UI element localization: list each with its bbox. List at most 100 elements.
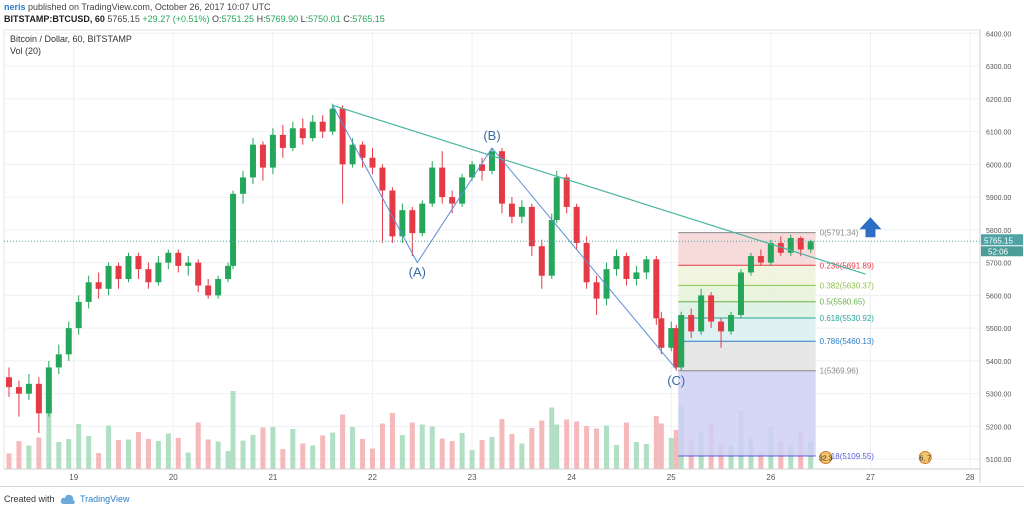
candle-body xyxy=(115,265,122,279)
x-tick-label: 23 xyxy=(468,473,477,482)
candle-body xyxy=(429,167,436,204)
candle-body xyxy=(85,282,92,302)
candle-body xyxy=(205,285,212,296)
volume-bar xyxy=(66,439,72,469)
candle-body xyxy=(45,367,52,414)
close-label: C: xyxy=(343,14,353,24)
y-tick-label: 5400.00 xyxy=(986,359,1011,366)
candle-body xyxy=(787,238,794,253)
close-value: 5765.15 xyxy=(352,14,385,24)
fib-level-label: 1.618(5109.55) xyxy=(820,452,875,461)
volume-bar xyxy=(594,428,600,469)
candle-body xyxy=(623,256,630,279)
candle-body xyxy=(688,315,695,332)
volume-legend: Vol (20) xyxy=(10,46,41,56)
x-tick-label: 24 xyxy=(567,473,576,482)
created-with-text: Created with xyxy=(4,494,55,504)
volume-bar xyxy=(584,426,590,469)
x-tick-label: 22 xyxy=(368,473,377,482)
volume-bar xyxy=(564,419,570,469)
x-tick-label: 26 xyxy=(766,473,775,482)
candle-body xyxy=(409,210,416,234)
candle-body xyxy=(583,242,590,283)
candle-body xyxy=(35,383,42,414)
fib-level-label: 0.786(5460.13) xyxy=(820,337,875,346)
price-change: +29.27 (+0.51%) xyxy=(142,14,210,24)
open-value: 5751.25 xyxy=(221,14,255,24)
candle-body xyxy=(508,203,515,217)
chart-header: neris published on TradingView.com, Octo… xyxy=(0,0,1024,28)
candle-body xyxy=(678,315,685,368)
publish-info: neris published on TradingView.com, Octo… xyxy=(4,2,271,12)
volume-bar xyxy=(260,427,266,469)
open-label: O: xyxy=(212,14,222,24)
candle-body xyxy=(339,108,346,165)
symbol-ohlc: BITSTAMP:BTCUSD, 60 5765.15 +29.27 (+0.5… xyxy=(4,14,385,24)
fibonacci-retracement: 0(5791.34) 0.236(5691.89) 0.382(5630.37) 0.… xyxy=(678,229,874,461)
candle-body xyxy=(225,265,232,279)
volume-bar xyxy=(379,423,385,469)
candle-body xyxy=(553,177,560,221)
volume-bar xyxy=(613,445,619,469)
candle-body xyxy=(125,256,132,279)
candle-body xyxy=(329,108,336,132)
volume-bar xyxy=(280,449,286,469)
price-chart[interactable]: 0(5791.34) 0.236(5691.89) 0.382(5630.37) 0.… xyxy=(0,28,1024,485)
candle-body xyxy=(708,295,715,322)
wave-label: (A) xyxy=(409,265,426,280)
volume-bar xyxy=(653,416,659,469)
candle-body xyxy=(65,328,72,355)
candle-body xyxy=(718,321,725,332)
volume-bar xyxy=(574,421,580,469)
candle-body xyxy=(25,383,32,394)
candle-body xyxy=(249,144,256,178)
x-tick-label: 25 xyxy=(667,473,676,482)
volume-bar xyxy=(479,440,485,469)
fib-zone xyxy=(678,370,816,457)
candle-body xyxy=(155,262,162,283)
volume-bar xyxy=(96,453,102,469)
volume-bar xyxy=(300,443,306,469)
volume-bar xyxy=(459,433,465,469)
tradingview-brand-link[interactable]: TradingView xyxy=(80,494,130,504)
candle-body xyxy=(279,134,286,148)
x-tick-label: 19 xyxy=(69,473,78,482)
candle-body xyxy=(105,265,112,289)
volume-bar xyxy=(350,427,356,469)
candle-body xyxy=(658,318,665,348)
tradingview-cloud-icon xyxy=(60,493,76,511)
candle-body xyxy=(135,256,142,270)
volume-bar xyxy=(165,433,171,469)
candle-body xyxy=(269,134,276,168)
candle-body xyxy=(573,206,580,243)
candle-body xyxy=(563,177,570,207)
volume-bar xyxy=(369,448,375,469)
candle-body xyxy=(459,177,466,204)
fib-level-label: 1(5369.96) xyxy=(820,367,859,376)
volume-bar xyxy=(145,439,151,469)
axes: 5100.00 5200.00 5300.00 5400.00 5500.00 5600.… xyxy=(4,30,1011,483)
candle-body xyxy=(498,151,505,204)
volume-bar xyxy=(409,422,415,469)
countdown-text: 52:06 xyxy=(988,247,1009,256)
volume-bar xyxy=(205,439,211,469)
candle-body xyxy=(538,246,545,276)
event-badge-icon xyxy=(819,451,833,465)
y-tick-label: 5100.00 xyxy=(986,457,1011,464)
volume-bar xyxy=(539,420,545,469)
candle-body xyxy=(165,252,172,263)
fib-zone xyxy=(678,341,816,371)
candle-body xyxy=(15,387,22,394)
volume-bars xyxy=(6,391,814,469)
x-tick-label: 27 xyxy=(866,473,875,482)
volume-bar xyxy=(270,427,276,469)
candle-body xyxy=(145,269,152,283)
author-link[interactable]: neris xyxy=(4,2,26,12)
candle-body xyxy=(299,128,306,139)
volume-bar xyxy=(668,438,674,469)
volume-bar xyxy=(6,453,12,469)
volume-bar xyxy=(360,439,366,469)
chart-area[interactable]: 0(5791.34) 0.236(5691.89) 0.382(5630.37) 0.… xyxy=(0,28,1024,485)
y-tick-label: 6200.00 xyxy=(986,97,1011,104)
last-price-text: 5765.15 xyxy=(984,236,1013,245)
